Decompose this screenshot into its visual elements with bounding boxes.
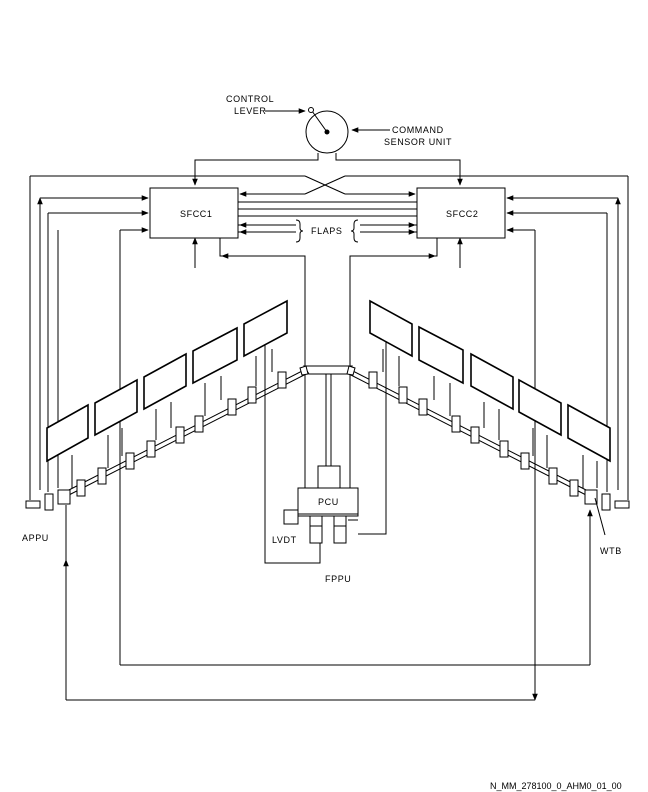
sfcc-crosslink	[238, 201, 417, 243]
sfcc1-label: SFCC1	[180, 209, 213, 219]
wtb-label: WTB	[600, 546, 622, 556]
sensor-unit-label: SENSOR UNIT	[384, 137, 452, 147]
lvdt-label: LVDT	[272, 535, 297, 545]
drawing-id: N_MM_278100_0_AHM0_01_00	[490, 781, 622, 791]
control-lever-label-2: LEVER	[234, 106, 267, 116]
left-flap-panels	[46, 299, 288, 463]
pcu-assembly	[283, 465, 359, 544]
sfcc2-label: SFCC2	[446, 209, 479, 219]
fppu-label: FPPU	[325, 574, 351, 584]
left-actuators	[25, 349, 287, 511]
csu-links	[30, 153, 628, 197]
appu-box	[25, 500, 41, 509]
pcu-label: PCU	[318, 497, 339, 507]
command-sensor-unit	[265, 107, 390, 154]
control-lever-label: CONTROL	[226, 94, 274, 104]
flaps-label: FLAPS	[311, 226, 343, 236]
sfcc2-box	[416, 187, 506, 239]
right-actuators	[368, 349, 630, 536]
left-signal-lines	[29, 176, 593, 666]
appu-label: APPU	[22, 533, 49, 543]
command-label: COMMAND	[392, 125, 444, 135]
right-flap-panels	[369, 299, 611, 463]
right-signal-lines	[63, 176, 629, 701]
sfcc1-box	[149, 187, 239, 239]
appu-right-box	[614, 500, 630, 509]
